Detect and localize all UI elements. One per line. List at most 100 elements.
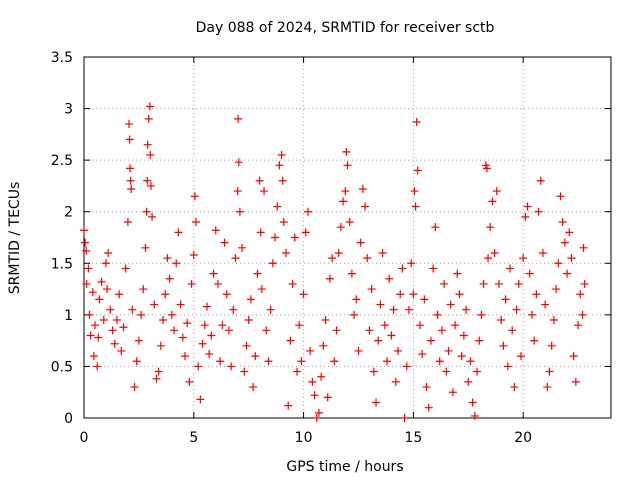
data-point	[292, 367, 301, 376]
data-point	[161, 290, 170, 299]
data-point	[321, 316, 330, 325]
data-point	[512, 305, 521, 314]
data-point	[376, 300, 385, 309]
data-point	[492, 187, 501, 196]
chart-title: Day 088 of 2024, SRMTID for receiver sct…	[196, 20, 495, 36]
data-point	[141, 243, 150, 252]
data-point	[84, 264, 93, 273]
y-tick-label: 2.5	[51, 153, 73, 169]
data-point	[554, 259, 563, 268]
data-point	[154, 367, 163, 376]
data-point	[451, 321, 460, 330]
y-tick-label: 0.5	[51, 359, 73, 375]
data-point	[497, 316, 506, 325]
data-point	[433, 310, 442, 319]
data-point	[146, 181, 155, 190]
data-point	[571, 377, 580, 386]
y-tick-label: 1	[64, 308, 73, 324]
data-point	[527, 310, 536, 319]
data-point	[361, 202, 370, 211]
data-point	[235, 207, 244, 216]
data-point	[238, 243, 247, 252]
data-point	[536, 176, 545, 185]
data-point	[525, 269, 534, 278]
data-point	[385, 274, 394, 283]
data-point	[222, 290, 231, 299]
y-axis-label: SRMTID / TECUs	[7, 182, 23, 295]
data-point	[211, 226, 220, 235]
data-point	[126, 164, 135, 173]
data-point	[508, 326, 517, 335]
y-tick-label: 0	[64, 411, 73, 427]
data-point	[545, 367, 554, 376]
data-point	[240, 367, 249, 376]
data-point	[519, 254, 528, 263]
data-point	[268, 259, 277, 268]
data-point	[255, 176, 264, 185]
data-point	[257, 285, 266, 294]
data-point	[119, 323, 128, 332]
data-point	[277, 150, 286, 159]
data-point	[142, 207, 151, 216]
data-point	[256, 228, 265, 237]
data-point	[121, 264, 130, 273]
data-point	[156, 341, 165, 350]
data-point	[216, 357, 225, 366]
data-point	[301, 228, 310, 237]
data-point	[310, 391, 319, 400]
data-point	[86, 331, 95, 340]
data-point	[132, 357, 141, 366]
x-axis-label: GPS time / hours	[286, 459, 403, 475]
data-point	[431, 223, 440, 232]
data-point	[580, 279, 589, 288]
y-tick-label: 1.5	[51, 256, 73, 272]
data-point	[172, 259, 181, 268]
data-point	[231, 254, 240, 263]
data-point	[266, 305, 275, 314]
data-point	[191, 218, 200, 227]
data-point	[394, 346, 403, 355]
data-point	[560, 238, 569, 247]
data-point	[144, 114, 153, 123]
data-point	[490, 248, 499, 257]
data-point	[372, 398, 381, 407]
data-point	[278, 176, 287, 185]
data-point	[146, 150, 155, 159]
data-point	[279, 218, 288, 227]
data-point	[411, 202, 420, 211]
data-point	[95, 295, 104, 304]
data-point	[482, 164, 491, 173]
data-point	[218, 321, 227, 330]
data-point	[330, 357, 339, 366]
data-point	[358, 185, 367, 194]
data-point	[552, 285, 561, 294]
data-point	[143, 140, 152, 149]
data-point	[342, 147, 351, 156]
data-point	[409, 290, 418, 299]
data-point	[336, 223, 345, 232]
data-point	[437, 326, 446, 335]
data-point	[412, 117, 421, 126]
data-point	[363, 254, 372, 263]
data-point	[367, 285, 376, 294]
data-point	[82, 246, 91, 255]
data-point	[148, 212, 157, 221]
y-tick-label: 3.5	[51, 50, 73, 66]
data-point	[220, 238, 229, 247]
data-point	[317, 372, 326, 381]
data-point	[303, 207, 312, 216]
x-tick-label: 0	[80, 430, 89, 446]
data-point	[442, 367, 451, 376]
data-point	[356, 238, 365, 247]
data-point	[499, 341, 508, 350]
data-point	[134, 336, 143, 345]
data-point	[398, 264, 407, 273]
data-point	[202, 302, 211, 311]
axis-ticks: 0 0.5 1 1.5 2 2.5 3 3.5 0 5 10 15 20	[51, 50, 611, 446]
data-point	[94, 333, 103, 342]
data-point	[110, 339, 119, 348]
data-point	[495, 279, 504, 288]
data-point	[178, 333, 187, 342]
data-point	[530, 336, 539, 345]
